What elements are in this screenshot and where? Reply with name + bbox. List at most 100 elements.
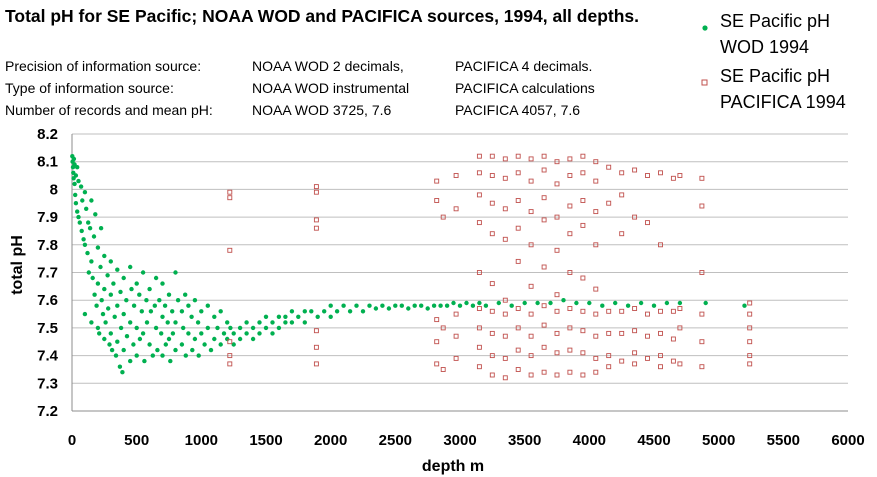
data-point-wod <box>289 320 295 325</box>
data-point-wod <box>124 334 130 339</box>
data-point-wod <box>237 336 243 342</box>
data-point-wod <box>85 250 90 256</box>
data-point-pacifica <box>658 170 663 176</box>
data-point-pacifica <box>632 214 638 220</box>
data-point-pacifica <box>677 361 683 367</box>
data-point-pacifica <box>658 242 663 248</box>
data-point-wod <box>367 303 372 308</box>
data-point-pacifica <box>593 333 599 339</box>
data-point-pacifica <box>580 350 586 356</box>
data-point-wod <box>115 339 120 344</box>
data-point-wod <box>76 214 81 220</box>
data-point-wod <box>129 286 134 292</box>
data-point-pacifica <box>489 173 495 178</box>
data-point-pacifica <box>515 347 521 353</box>
data-point-wod <box>108 259 114 264</box>
data-point-wod <box>170 331 176 336</box>
x-tick-label: 0 <box>68 432 76 449</box>
data-point-pacifica <box>502 355 508 361</box>
data-point-pacifica <box>619 231 625 237</box>
data-point-pacifica <box>502 311 508 317</box>
data-point-pacifica <box>632 167 638 173</box>
data-point-pacifica <box>489 372 495 378</box>
data-point-pacifica <box>489 200 495 206</box>
data-point-wod <box>341 303 346 308</box>
data-point-wod <box>464 300 469 306</box>
data-point-pacifica <box>227 361 233 367</box>
data-point-wod <box>250 336 256 342</box>
data-point-pacifica <box>541 217 547 223</box>
data-point-pacifica <box>554 350 560 356</box>
data-point-wod <box>102 253 107 259</box>
data-point-pacifica <box>313 184 319 190</box>
data-point-wod <box>75 209 80 214</box>
data-point-wod <box>153 325 159 331</box>
data-point-pacifica <box>677 173 683 178</box>
data-point-wod <box>651 303 657 308</box>
data-point-wod <box>179 309 185 314</box>
data-point-wod <box>703 300 708 306</box>
data-point-wod <box>309 309 314 314</box>
data-point-pacifica <box>593 286 599 292</box>
data-point-wod <box>221 331 227 336</box>
data-point-wod <box>302 320 307 325</box>
data-point-pacifica <box>658 330 663 336</box>
data-point-wod <box>190 347 195 353</box>
data-point-wod <box>548 300 553 306</box>
data-point-pacifica <box>619 192 625 198</box>
data-point-wod <box>91 234 97 239</box>
data-point-pacifica <box>645 220 650 226</box>
data-point-pacifica <box>313 217 319 223</box>
data-point-wod <box>160 353 165 358</box>
data-point-wod <box>315 314 320 319</box>
data-point-wod <box>638 300 644 306</box>
y-tick-label: 7.7 <box>37 265 58 282</box>
data-point-pacifica <box>515 170 521 176</box>
data-point-wod <box>613 300 618 306</box>
data-point-pacifica <box>567 347 573 353</box>
data-point-pacifica <box>541 344 547 350</box>
data-point-pacifica <box>554 292 560 298</box>
series-pacifica-points <box>227 153 753 381</box>
data-point-wod <box>118 289 123 295</box>
data-point-wod <box>72 181 77 187</box>
x-tick-label: 3500 <box>508 432 541 449</box>
y-tick-label: 7.5 <box>37 320 58 337</box>
data-point-pacifica <box>528 283 534 289</box>
info-precision-wod: NOAA WOD 2 decimals, <box>252 58 404 74</box>
data-point-wod <box>406 306 411 311</box>
data-point-pacifica <box>567 369 573 375</box>
data-point-pacifica <box>699 339 705 345</box>
data-point-pacifica <box>313 328 319 334</box>
data-point-wod <box>147 286 152 292</box>
data-point-wod <box>509 303 514 308</box>
data-point-wod <box>128 358 133 364</box>
data-point-wod <box>257 331 262 336</box>
data-point-pacifica <box>502 297 508 303</box>
x-tick-label: 5500 <box>767 432 800 449</box>
data-point-wod <box>625 303 631 308</box>
data-point-pacifica <box>489 353 495 359</box>
data-point-pacifica <box>580 170 586 176</box>
data-point-wod <box>102 286 107 292</box>
data-point-wod <box>179 342 185 347</box>
data-point-wod <box>328 314 333 319</box>
data-point-pacifica <box>632 306 638 311</box>
data-point-wod <box>98 226 104 231</box>
y-tick-label: 7.3 <box>37 375 58 392</box>
data-point-wod <box>97 331 102 336</box>
y-tick-label: 7.6 <box>37 292 58 309</box>
data-point-wod <box>79 228 84 234</box>
data-point-pacifica <box>515 325 521 331</box>
data-point-wod <box>263 325 269 331</box>
data-point-wod <box>134 281 139 286</box>
data-point-wod <box>587 300 592 306</box>
data-point-wod <box>393 303 398 308</box>
y-tick-label: 8.2 <box>37 126 58 143</box>
data-point-wod <box>208 347 214 353</box>
data-point-wod <box>561 298 566 303</box>
data-point-pacifica <box>632 350 638 356</box>
data-point-pacifica <box>632 361 638 367</box>
data-point-pacifica <box>453 173 459 178</box>
